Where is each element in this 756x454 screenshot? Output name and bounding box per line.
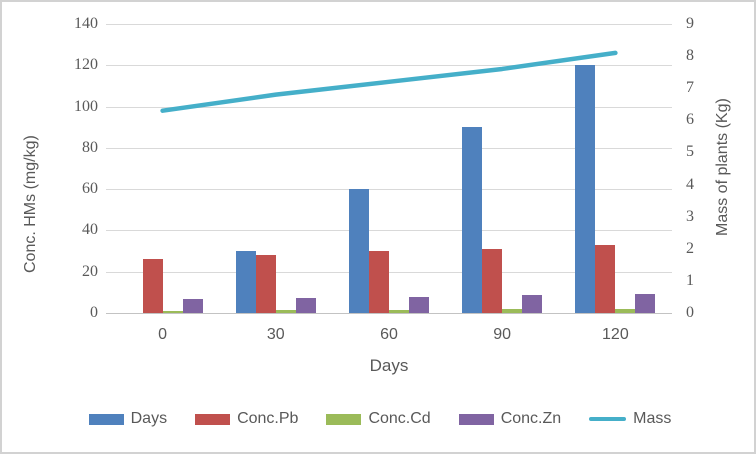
x-axis-line (106, 313, 672, 314)
x-axis-title: Days (369, 356, 409, 375)
right-tick-label: 1 (686, 271, 694, 289)
legend-item-conc-pb: Conc.Pb (195, 407, 298, 431)
x-tick-label: 0 (158, 326, 168, 343)
right-tick-label: 5 (686, 143, 694, 161)
right-tick-label: 0 (686, 304, 694, 321)
left-tick-label: 100 (74, 97, 98, 115)
bar-days (349, 189, 369, 313)
right-tick-label: 6 (686, 111, 694, 129)
left-tick-label: 20 (82, 262, 98, 280)
left-tick-label: 0 (90, 304, 98, 321)
left-tick-label: 60 (82, 180, 98, 198)
x-tick-label: 60 (380, 326, 398, 343)
legend-label: Days (130, 410, 168, 427)
bar-conc-pb (142, 259, 163, 313)
bar-days (462, 127, 483, 313)
bar-conc-pb (369, 251, 389, 313)
plot-area (106, 24, 672, 314)
legend-color-swatch (195, 413, 231, 425)
right-tick-label: 8 (686, 47, 694, 65)
bar-conc-pb (255, 255, 276, 313)
gridline (106, 189, 672, 191)
gridline (106, 65, 672, 67)
legend-item-days: Days (88, 407, 168, 431)
legend-label: Conc.Zn (500, 410, 562, 427)
legend-label: Conc.Pb (237, 410, 299, 427)
legend-line-swatch (589, 417, 627, 421)
left-axis-title: Conc. HMs (mg/kg) (22, 135, 39, 274)
bar-days (235, 251, 256, 313)
gridline (106, 147, 672, 149)
legend-label: Conc.Cd (368, 410, 431, 427)
right-tick-label: 3 (686, 207, 694, 225)
bar-days (575, 65, 596, 313)
bar-conc-pb (595, 244, 616, 313)
bar-conc-zn (182, 298, 203, 313)
bar-conc-zn (409, 296, 429, 313)
legend-item-conc-zn: Conc.Zn (458, 407, 562, 431)
bar-conc-cd (615, 308, 636, 313)
left-tick-label: 80 (82, 138, 98, 156)
right-tick-label: 9 (686, 15, 694, 32)
left-tick-label: 140 (74, 15, 98, 32)
mass-line (160, 50, 618, 113)
gridline (106, 230, 672, 232)
bar-conc-zn (522, 295, 543, 313)
legend-color-swatch (458, 413, 494, 425)
right-axis-title: Mass of plants (Kg) (714, 98, 731, 236)
right-tick-label: 7 (686, 79, 694, 97)
gridline (106, 106, 672, 108)
left-tick-label: 40 (82, 221, 98, 239)
x-tick-label: 30 (266, 326, 285, 343)
legend-label: Mass (633, 410, 672, 427)
x-tick-label: 120 (602, 326, 629, 343)
left-tick-label: 120 (74, 56, 98, 74)
bar-conc-cd (389, 309, 409, 313)
mass-line-layer (160, 50, 618, 113)
gridline (106, 271, 672, 273)
gridline (106, 24, 672, 25)
legend-item-mass: Mass (589, 407, 671, 431)
bar-conc-pb (482, 249, 503, 313)
bar-conc-cd (275, 309, 296, 313)
x-tick-label: 90 (493, 326, 512, 343)
bar-conc-zn (635, 294, 656, 313)
bar-conc-zn (295, 297, 316, 313)
right-tick-label: 4 (686, 175, 694, 193)
legend-color-swatch (326, 413, 362, 425)
right-tick-label: 2 (686, 239, 694, 257)
legend: Days Conc.Pb Conc.Cd Conc.Zn Mass (2, 407, 754, 431)
bar-conc-cd (502, 308, 523, 313)
legend-color-swatch (88, 413, 124, 425)
bar-conc-cd (162, 310, 183, 313)
legend-item-conc-cd: Conc.Cd (326, 407, 431, 431)
